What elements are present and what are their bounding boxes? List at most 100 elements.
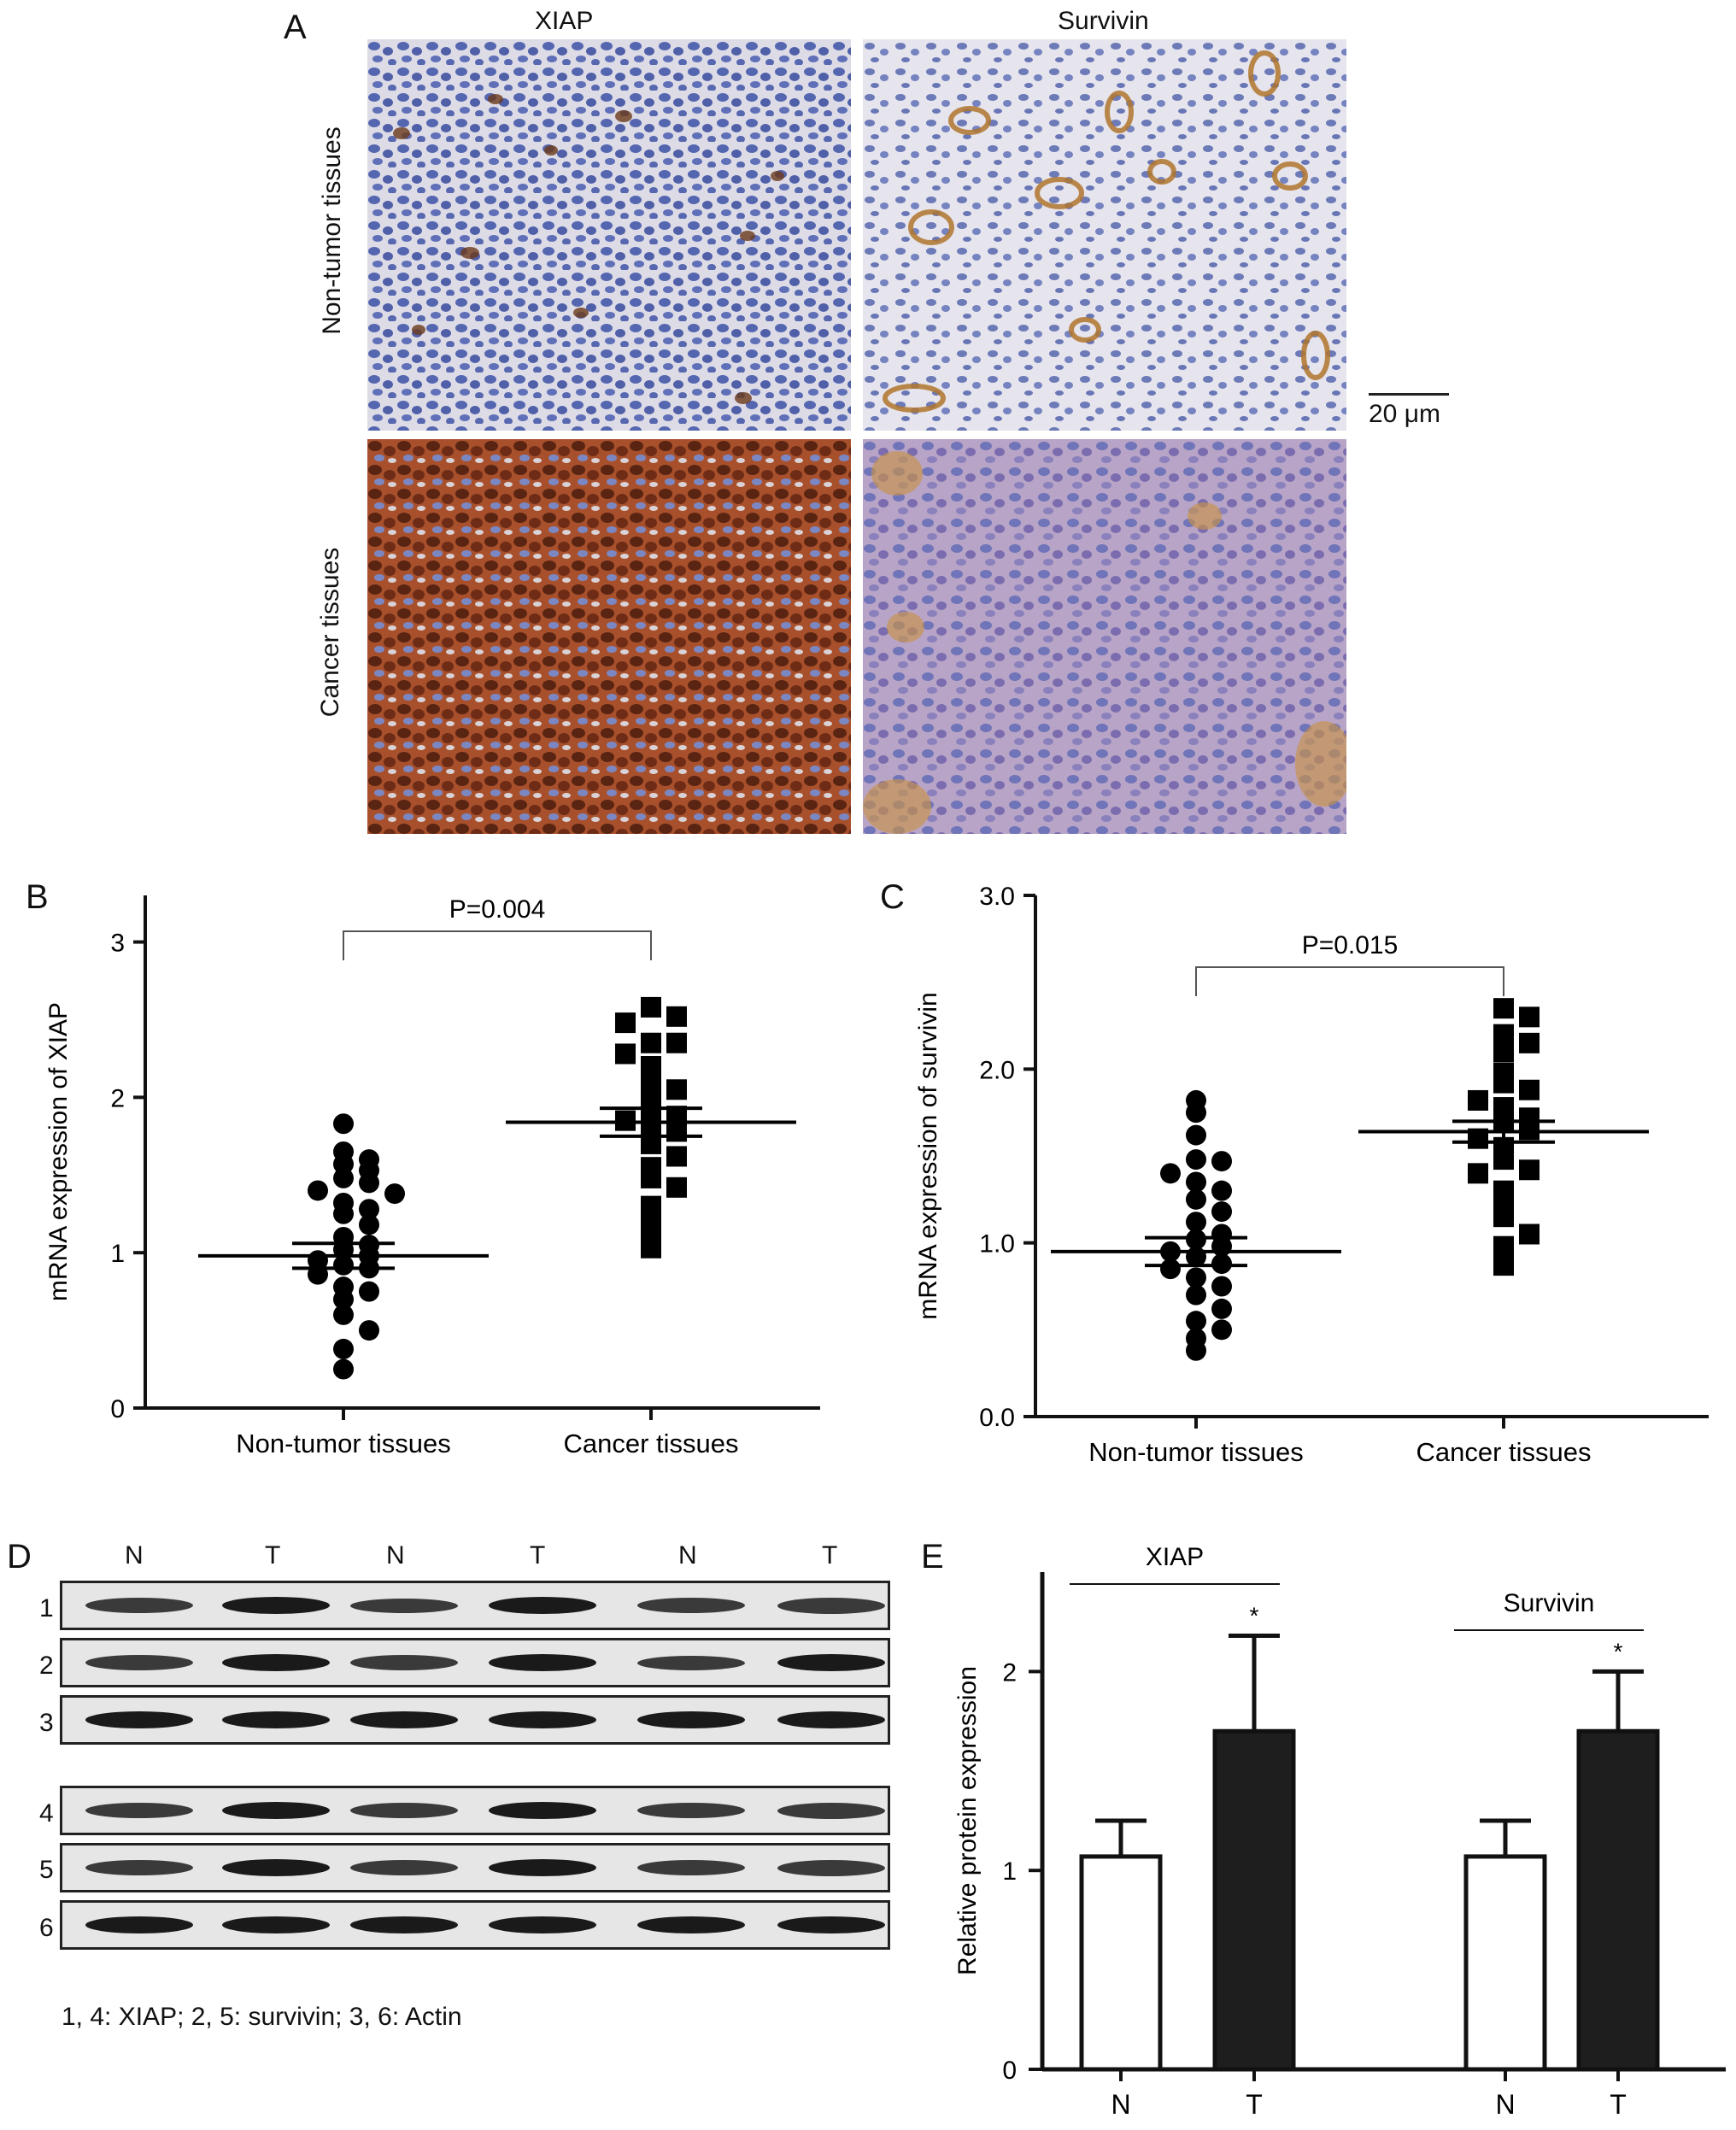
blot-band <box>637 1598 745 1613</box>
y-tick-label: 2 <box>1002 1658 1017 1687</box>
y-tick-label: 1 <box>1002 1857 1017 1886</box>
data-point <box>641 996 661 1018</box>
scale-bar-label: 20 μm <box>1369 400 1440 428</box>
x-tick-label: N <box>1111 2089 1130 2120</box>
blot-strip <box>60 1695 890 1745</box>
y-tick-label: 0 <box>110 1395 125 1423</box>
y-tick-label: 2 <box>110 1084 125 1112</box>
blot-band <box>222 1597 330 1614</box>
y-axis-label: Relative protein expression <box>953 1666 982 1975</box>
data-point <box>1519 1032 1540 1053</box>
data-point <box>1211 1276 1232 1297</box>
data-point <box>1211 1180 1232 1201</box>
data-point <box>1493 1235 1514 1257</box>
blot-row-label: 4 <box>39 1799 54 1828</box>
data-point <box>359 1172 379 1194</box>
data-point <box>1493 1206 1514 1228</box>
data-point <box>1186 1188 1206 1210</box>
y-tick-label: 0 <box>1002 2057 1017 2085</box>
data-point <box>1211 1298 1232 1319</box>
blot-band <box>637 1655 745 1670</box>
bar <box>1576 1728 1660 2072</box>
micrograph-survivin-non-tumor <box>863 39 1346 431</box>
y-tick-label: 2.0 <box>979 1056 1015 1084</box>
data-point <box>384 1183 405 1205</box>
data-point <box>1468 1163 1488 1184</box>
significance-star: * <box>1614 1638 1623 1664</box>
group-label: Survivin <box>1504 1589 1595 1617</box>
data-point <box>615 1012 636 1034</box>
blot-band <box>777 1711 885 1728</box>
data-point <box>1186 1311 1206 1332</box>
blot-caption: 1, 4: XIAP; 2, 5: survivin; 3, 6: Actin <box>62 2003 462 2031</box>
blot-row-label: 3 <box>39 1709 54 1737</box>
data-point <box>333 1358 354 1380</box>
blot-band <box>637 1803 745 1818</box>
blot-band <box>350 1711 458 1728</box>
blot-band <box>222 1711 330 1728</box>
data-point <box>1519 1006 1540 1028</box>
x-tick-label: N <box>1495 2089 1515 2120</box>
blot-row-label: 6 <box>39 1914 54 1942</box>
data-point <box>1468 1089 1488 1111</box>
blot-band <box>777 1802 885 1819</box>
blot-band <box>637 1916 745 1933</box>
blot-band <box>489 1711 596 1728</box>
lane-label: T <box>265 1541 281 1570</box>
blot-row-label: 5 <box>39 1856 54 1884</box>
data-point <box>1519 1223 1540 1245</box>
data-point <box>1493 1024 1514 1045</box>
y-tick-label: 1.0 <box>979 1230 1015 1259</box>
blot-strip <box>60 1581 890 1630</box>
lane-label: N <box>386 1541 405 1570</box>
y-tick-label: 3 <box>110 930 125 958</box>
panel-e-letter: E <box>921 1538 944 1575</box>
data-point <box>1186 1212 1206 1233</box>
data-point <box>666 1121 687 1142</box>
data-point <box>641 1195 661 1217</box>
data-point <box>359 1320 379 1341</box>
y-axis-label: mRNA expression of XIAP <box>44 1002 73 1301</box>
data-point <box>1211 1253 1232 1275</box>
bar <box>1212 1728 1296 2072</box>
chart-c: 0.0 1.0 2.0 3.0 Non-tumor tissues Cancer tiss… <box>914 883 1709 1467</box>
data-point <box>1519 1119 1540 1141</box>
data-point <box>1186 1171 1206 1193</box>
lane-label: T <box>530 1541 546 1570</box>
blot-band <box>350 1803 458 1818</box>
data-point <box>333 1203 354 1224</box>
chart-e: 0 1 2 Relative protein expression N * T XIAP N * T… <box>953 1543 1726 2120</box>
data-point <box>1211 1151 1232 1172</box>
blot-band <box>489 1916 596 1933</box>
data-point <box>1211 1201 1232 1223</box>
blot-band <box>489 1859 596 1876</box>
data-point <box>666 1006 687 1027</box>
blot-band <box>350 1655 458 1670</box>
data-point <box>1160 1163 1181 1184</box>
data-point <box>1493 1149 1514 1171</box>
blot-band <box>777 1859 885 1876</box>
micrograph-xiap-cancer <box>367 439 851 834</box>
blot-band <box>489 1597 596 1614</box>
data-point <box>359 1199 379 1220</box>
data-point <box>333 1167 354 1188</box>
x-tick-label: T <box>1246 2089 1263 2120</box>
data-point <box>1519 1079 1540 1100</box>
blot-strip <box>60 1843 890 1892</box>
col-header-xiap: XIAP <box>535 7 594 35</box>
panel-a-letter: A <box>284 9 307 46</box>
blot-row-label: 2 <box>39 1652 54 1680</box>
panel-d-letter: D <box>7 1538 32 1575</box>
significance-bracket <box>343 930 652 960</box>
data-point <box>1186 1284 1206 1306</box>
x-tick-label: T <box>1610 2089 1627 2120</box>
data-point <box>333 1338 354 1359</box>
significance-bracket <box>1195 966 1504 996</box>
data-point <box>666 1079 687 1100</box>
row-label-cancer: Cancer tissues <box>316 547 344 718</box>
blot-band <box>222 1859 330 1876</box>
blot-row-label: 1 <box>39 1594 54 1622</box>
blot-strip <box>60 1786 890 1835</box>
data-point <box>1186 1124 1206 1146</box>
data-point <box>1493 998 1514 1019</box>
